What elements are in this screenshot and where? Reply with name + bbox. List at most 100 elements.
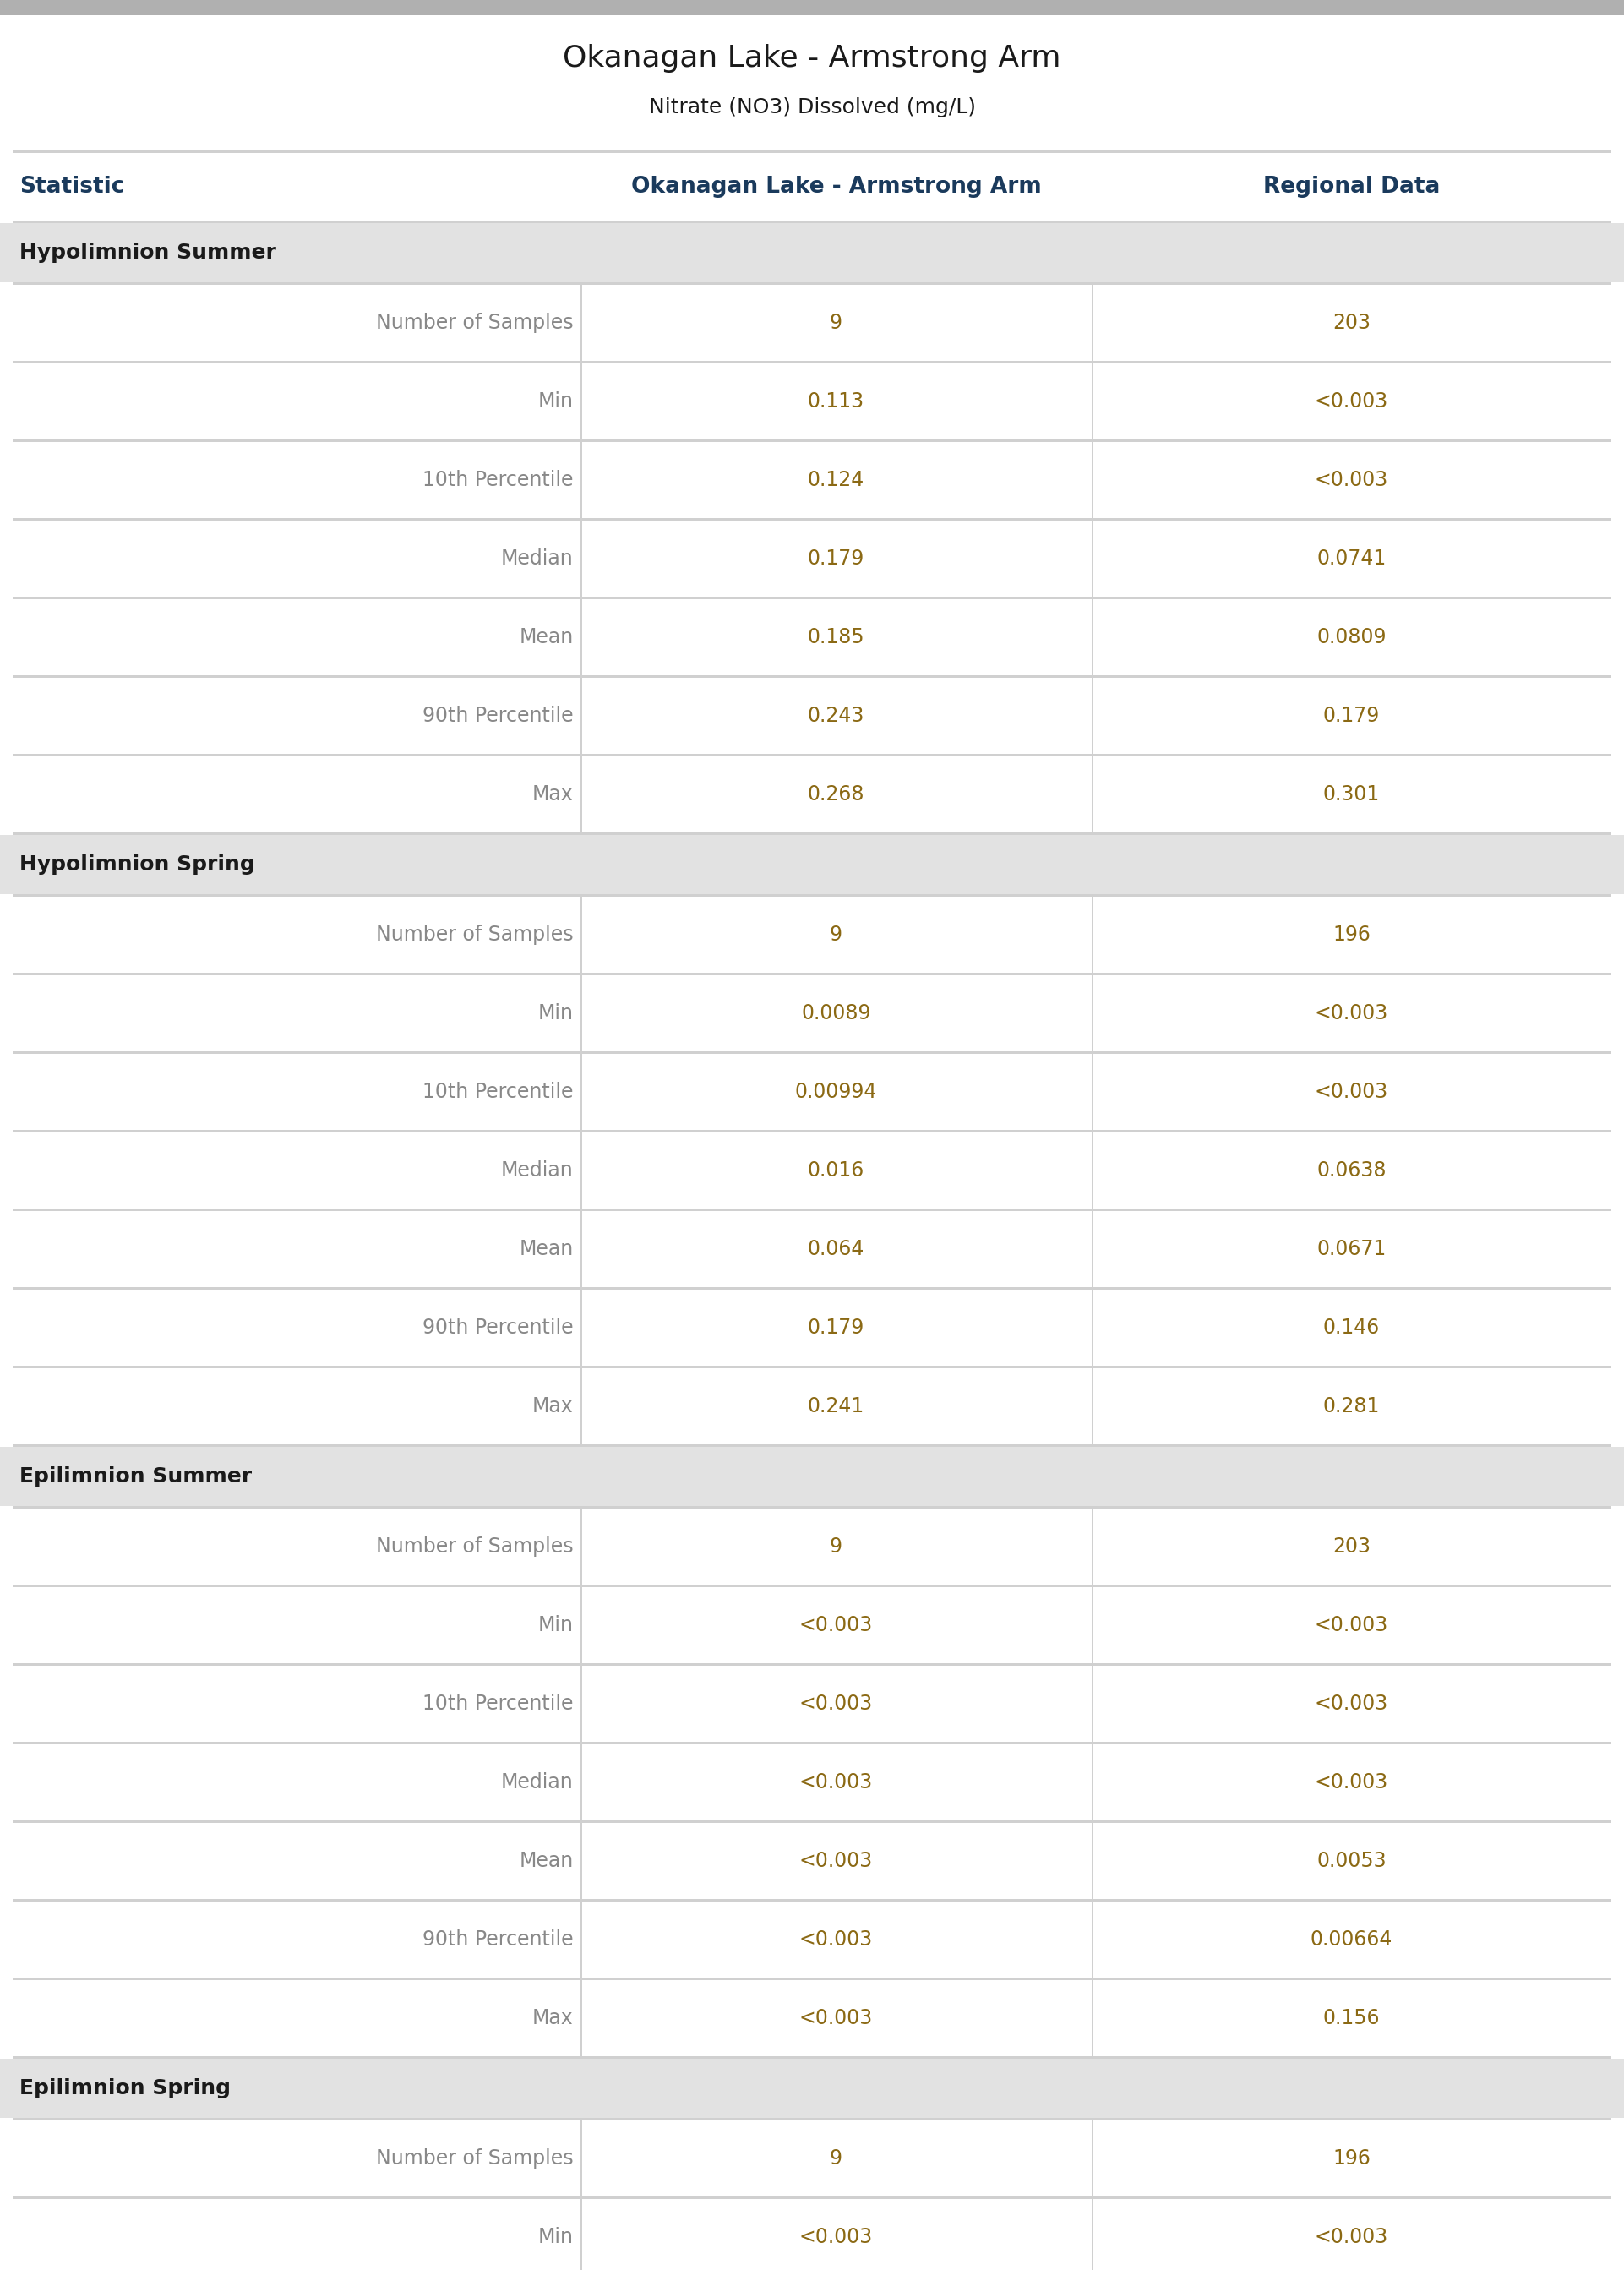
- Text: <0.003: <0.003: [1315, 2227, 1389, 2247]
- Text: Nitrate (NO3) Dissolved (mg/L): Nitrate (NO3) Dissolved (mg/L): [648, 98, 976, 118]
- Bar: [0, 443, 1624, 518]
- Text: 90th Percentile: 90th Percentile: [422, 706, 573, 726]
- Bar: [1091, 679, 1093, 754]
- Bar: [580, 1823, 581, 1900]
- Text: 90th Percentile: 90th Percentile: [422, 1930, 573, 1950]
- Bar: [580, 976, 581, 1051]
- Text: <0.003: <0.003: [1315, 470, 1389, 490]
- Bar: [1091, 1212, 1093, 1287]
- Bar: [13, 1367, 1611, 1369]
- Text: Hypolimnion Summer: Hypolimnion Summer: [19, 243, 276, 263]
- Bar: [0, 1369, 1624, 1444]
- Bar: [1091, 1979, 1093, 2057]
- Text: 0.268: 0.268: [807, 783, 864, 804]
- Bar: [580, 1289, 581, 1367]
- Bar: [13, 974, 1611, 976]
- Bar: [580, 1369, 581, 1444]
- Bar: [13, 1505, 1611, 1510]
- Bar: [1091, 1133, 1093, 1208]
- Bar: [13, 440, 1611, 443]
- Bar: [580, 897, 581, 974]
- Text: 0.064: 0.064: [807, 1239, 864, 1260]
- Text: <0.003: <0.003: [799, 2227, 872, 2247]
- Text: 0.0638: 0.0638: [1317, 1160, 1387, 1180]
- Bar: [13, 150, 1611, 152]
- Bar: [0, 1902, 1624, 1977]
- Text: Okanagan Lake - Armstrong Arm: Okanagan Lake - Armstrong Arm: [564, 43, 1060, 73]
- Text: Number of Samples: Number of Samples: [377, 924, 573, 944]
- Bar: [0, 1510, 1624, 1584]
- Text: 0.179: 0.179: [807, 1317, 864, 1337]
- Bar: [13, 1287, 1611, 1289]
- Text: <0.003: <0.003: [799, 1614, 872, 1634]
- Bar: [13, 1900, 1611, 1902]
- Text: 9: 9: [830, 2147, 843, 2168]
- Bar: [1091, 1823, 1093, 1900]
- Text: 0.0089: 0.0089: [801, 1003, 870, 1024]
- Bar: [0, 1979, 1624, 2057]
- Bar: [580, 1133, 581, 1208]
- Text: Regional Data: Regional Data: [1263, 175, 1440, 197]
- Bar: [0, 16, 1624, 150]
- Bar: [0, 1666, 1624, 1741]
- Text: <0.003: <0.003: [799, 1850, 872, 1870]
- Text: 0.156: 0.156: [1324, 2009, 1380, 2029]
- Bar: [1091, 520, 1093, 597]
- Bar: [1091, 363, 1093, 440]
- Text: Min: Min: [538, 1003, 573, 1024]
- Text: 0.0741: 0.0741: [1317, 549, 1387, 570]
- Text: 0.016: 0.016: [807, 1160, 864, 1180]
- Bar: [13, 597, 1611, 599]
- Text: Number of Samples: Number of Samples: [377, 1537, 573, 1557]
- Text: 0.146: 0.146: [1324, 1317, 1380, 1337]
- Bar: [13, 1664, 1611, 1666]
- Bar: [13, 754, 1611, 756]
- Bar: [1091, 756, 1093, 833]
- Text: 10th Percentile: 10th Percentile: [422, 1693, 573, 1714]
- Bar: [1091, 976, 1093, 1051]
- Text: Mean: Mean: [520, 1850, 573, 1870]
- Text: 9: 9: [830, 1537, 843, 1557]
- Bar: [580, 756, 581, 833]
- Text: 196: 196: [1333, 2147, 1371, 2168]
- Text: Min: Min: [538, 2227, 573, 2247]
- Text: 0.0053: 0.0053: [1317, 1850, 1387, 1870]
- Text: 0.179: 0.179: [807, 549, 864, 570]
- Bar: [13, 894, 1611, 897]
- Bar: [580, 679, 581, 754]
- Text: Number of Samples: Number of Samples: [377, 2147, 573, 2168]
- Text: 9: 9: [830, 924, 843, 944]
- Bar: [580, 1053, 581, 1130]
- Text: <0.003: <0.003: [799, 2009, 872, 2029]
- Bar: [0, 363, 1624, 440]
- Bar: [13, 833, 1611, 835]
- Bar: [0, 1743, 1624, 1821]
- Bar: [0, 222, 1624, 281]
- Bar: [1091, 897, 1093, 974]
- Bar: [0, 599, 1624, 674]
- Bar: [13, 1977, 1611, 1979]
- Text: 0.179: 0.179: [1324, 706, 1380, 726]
- Bar: [13, 361, 1611, 363]
- Text: Okanagan Lake - Armstrong Arm: Okanagan Lake - Armstrong Arm: [630, 175, 1041, 197]
- Bar: [0, 152, 1624, 220]
- Bar: [0, 679, 1624, 754]
- Text: 203: 203: [1333, 1537, 1371, 1557]
- Bar: [13, 2057, 1611, 2059]
- Text: Min: Min: [538, 390, 573, 411]
- Text: <0.003: <0.003: [1315, 1693, 1389, 1714]
- Text: Median: Median: [500, 549, 573, 570]
- Bar: [580, 520, 581, 597]
- Text: 0.0809: 0.0809: [1317, 627, 1387, 647]
- Bar: [580, 1587, 581, 1664]
- Bar: [580, 363, 581, 440]
- Bar: [1091, 1053, 1093, 1130]
- Bar: [0, 897, 1624, 974]
- Bar: [13, 2118, 1611, 2120]
- Bar: [0, 2120, 1624, 2197]
- Text: 10th Percentile: 10th Percentile: [422, 1083, 573, 1101]
- Text: <0.003: <0.003: [799, 1930, 872, 1950]
- Bar: [0, 976, 1624, 1051]
- Text: Epilimnion Spring: Epilimnion Spring: [19, 2077, 231, 2097]
- Text: Median: Median: [500, 1773, 573, 1793]
